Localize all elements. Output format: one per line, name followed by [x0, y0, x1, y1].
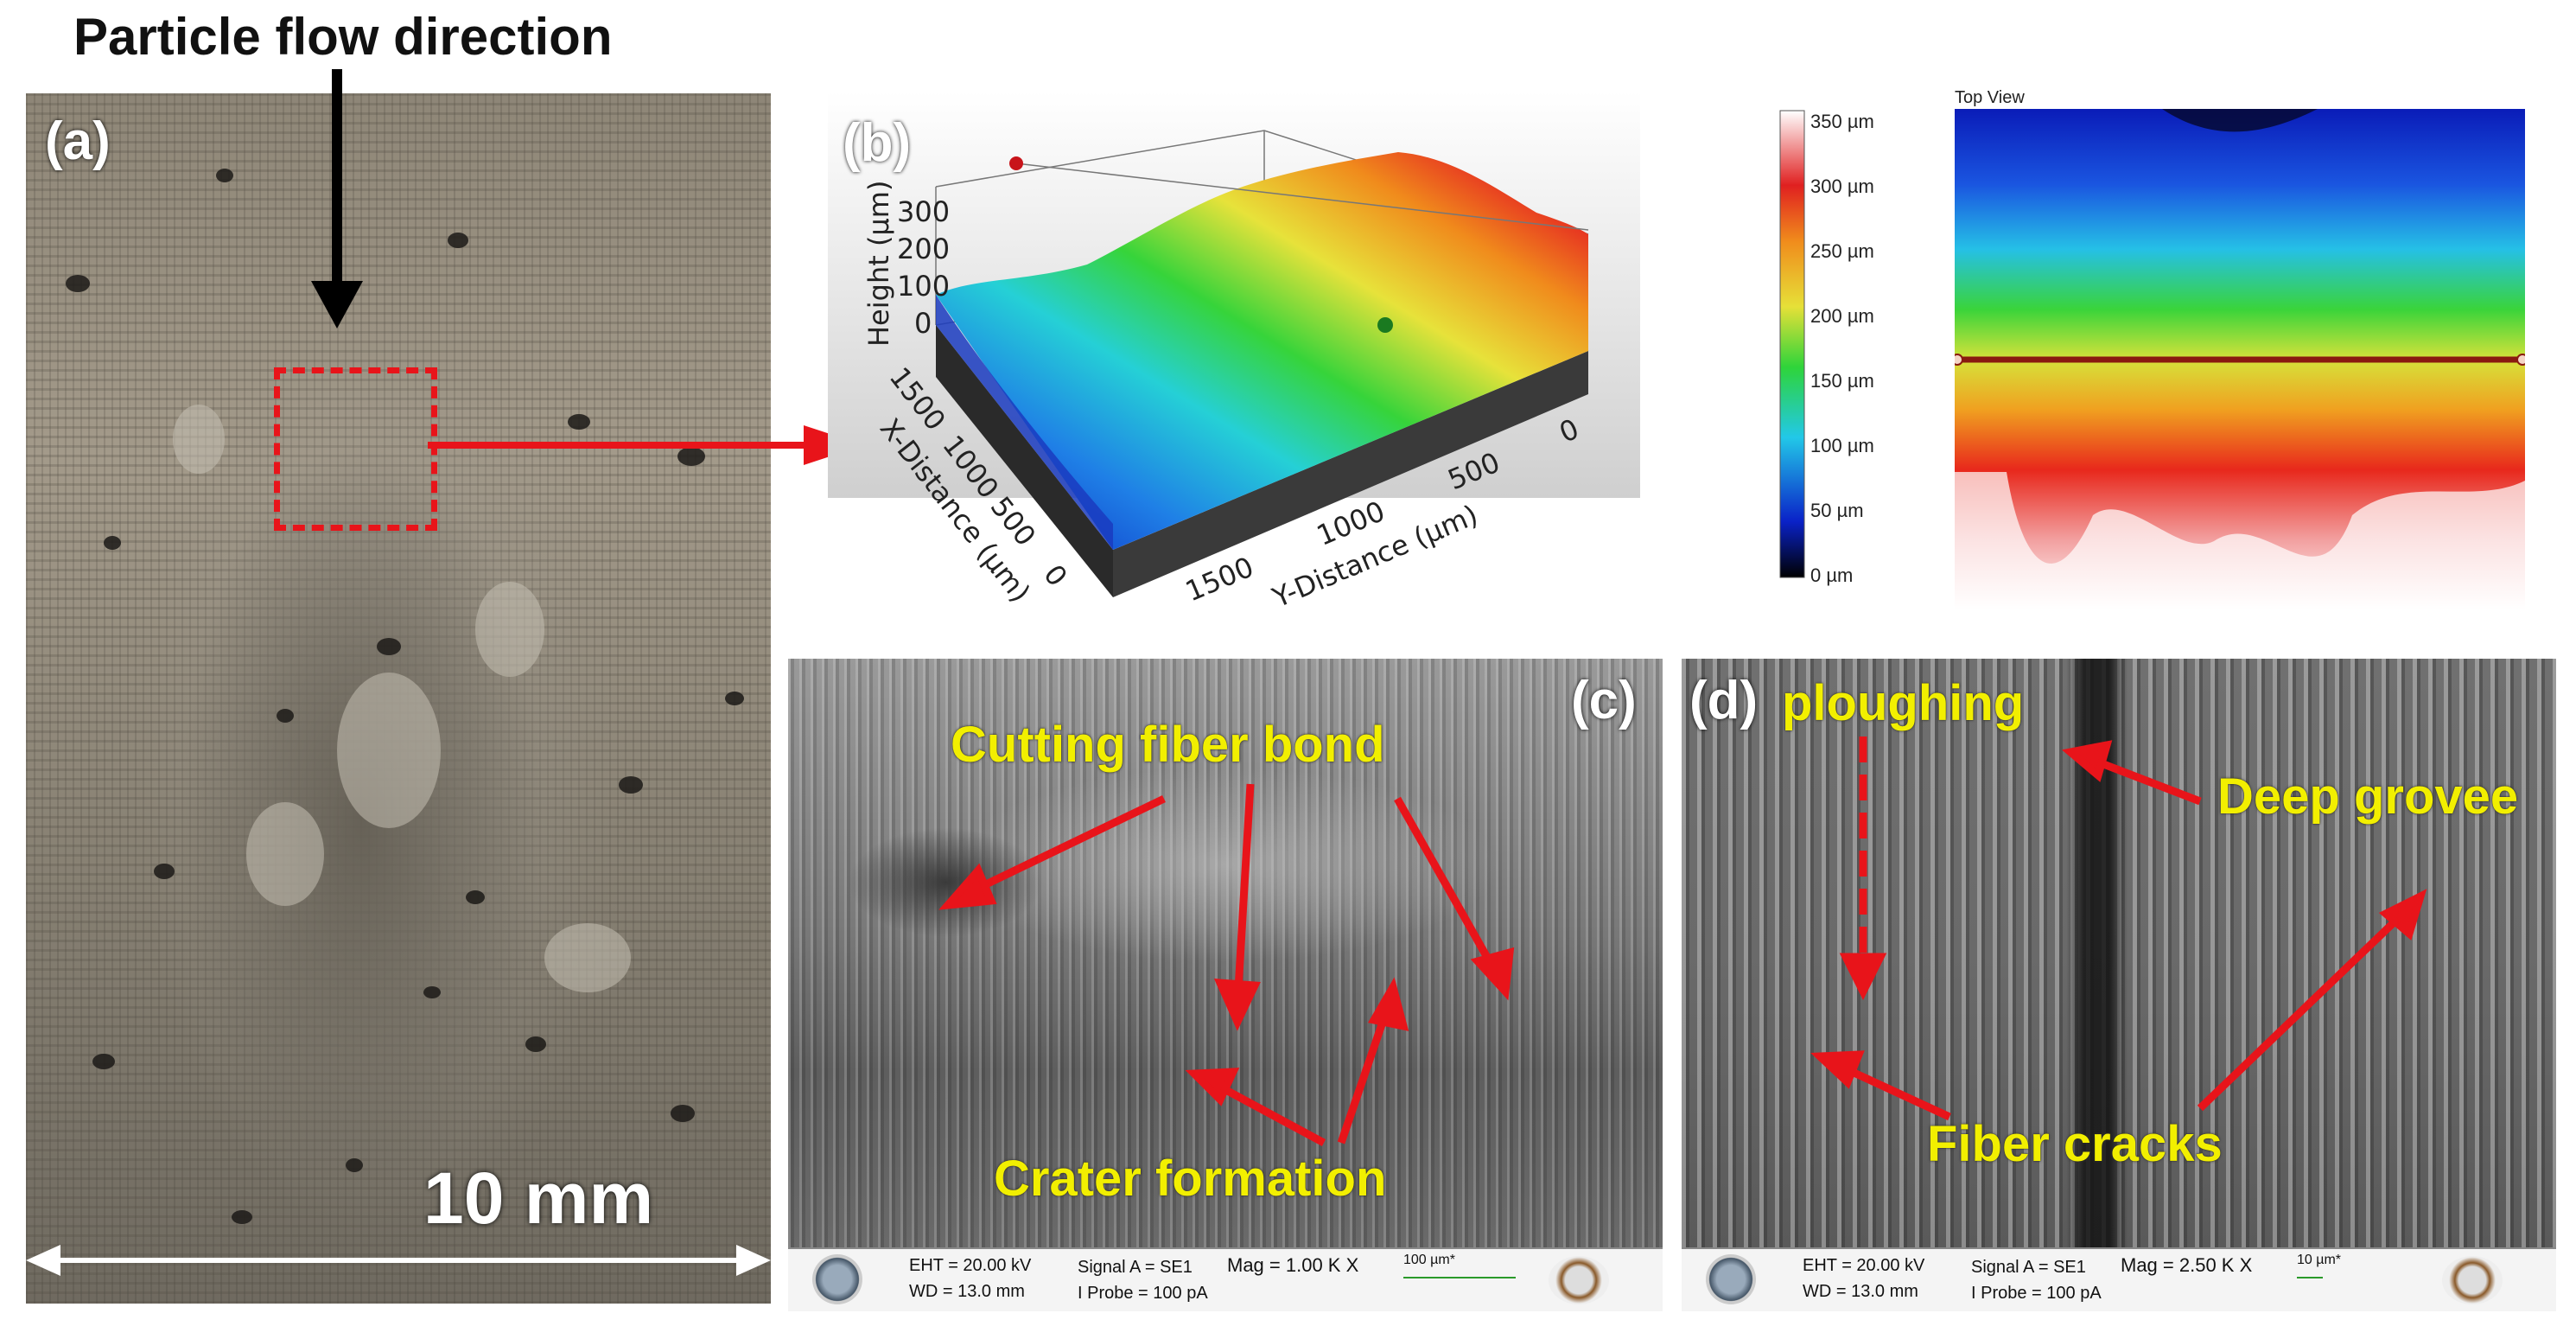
- particle-flow-title: Particle flow direction: [73, 8, 613, 66]
- colorbar-tick: 200 µm: [1810, 305, 1874, 327]
- sem-scale-label: 100 µm*: [1403, 1253, 1455, 1267]
- panel-b-3d-profile: Height (µm) 300 200 100 0 1500 1000 500 …: [828, 92, 1640, 610]
- panel-a-photo: [26, 93, 771, 1304]
- sem-scale-bar: [1403, 1277, 1516, 1278]
- top-view-map: [1955, 109, 2525, 610]
- z-axis-label: Height (µm): [862, 181, 895, 347]
- height-colorbar: 350 µm 300 µm 250 µm 200 µm 150 µm 100 µ…: [1779, 110, 1874, 586]
- label-deep-groove: Deep grovee: [2217, 768, 2519, 825]
- panel-b-letter: (b): [843, 113, 912, 173]
- colorbar-tick: 250 µm: [1810, 240, 1874, 262]
- colorbar-tick: 350 µm: [1810, 111, 1874, 132]
- profile-end-marker: [1377, 317, 1393, 333]
- scale-label: 10 mm: [423, 1157, 654, 1239]
- z-tick: 100: [897, 270, 950, 303]
- profile-start-marker: [1009, 156, 1023, 170]
- z-tick: 200: [897, 233, 950, 265]
- z-axis-ticks: 300 200 100 0: [897, 195, 950, 340]
- x-tick: 0: [1037, 558, 1073, 592]
- panel-c-arrows: [938, 783, 1515, 1146]
- sem-signal: Signal A = SE1: [1078, 1258, 1193, 1277]
- panel-a-texture: [66, 169, 744, 1224]
- flow-direction-arrow: [311, 69, 363, 328]
- top-view-title: Top View: [1955, 88, 2025, 107]
- sem-eht: EHT = 20.00 kV: [1803, 1256, 1925, 1275]
- sem-probe: I Probe = 100 pA: [1078, 1284, 1208, 1303]
- sem-mag: Mag = 2.50 K X: [2121, 1254, 2253, 1276]
- z-tick: 0: [914, 307, 932, 340]
- panel-c-letter: (c): [1571, 671, 1637, 730]
- z-tick: 300: [897, 195, 950, 228]
- lab-logo: [1549, 1256, 1609, 1304]
- label-fiber-cracks: Fiber cracks: [1927, 1116, 2223, 1172]
- sem-scale-bar: [2297, 1277, 2323, 1278]
- roi-to-profile-arrow: [428, 425, 864, 465]
- sem-wd: WD = 13.0 mm: [909, 1282, 1025, 1301]
- panel-d-info-bar: EHT = 20.00 kV WD = 13.0 mm Signal A = S…: [1682, 1247, 2556, 1311]
- institution-logo: [1706, 1254, 1756, 1304]
- sem-signal: Signal A = SE1: [1971, 1258, 2086, 1277]
- colorbar-tick: 100 µm: [1810, 435, 1874, 456]
- panel-d-letter: (d): [1689, 671, 1759, 730]
- institution-logo: [812, 1254, 862, 1304]
- sem-wd: WD = 13.0 mm: [1803, 1282, 1918, 1301]
- colorbar-tick: 50 µm: [1810, 500, 1864, 521]
- height-surface: [936, 152, 1588, 550]
- label-cutting-fiber-bond: Cutting fiber bond: [951, 717, 1385, 773]
- colorbar-ticks: 350 µm 300 µm 250 µm 200 µm 150 µm 100 µ…: [1810, 111, 1874, 586]
- region-of-interest-box: [274, 367, 437, 531]
- panel-c-info-bar: EHT = 20.00 kV WD = 13.0 mm Signal A = S…: [788, 1247, 1663, 1311]
- panel-c-sem-image: [788, 659, 1663, 1247]
- panel-a-letter: (a): [45, 112, 111, 171]
- label-ploughing: ploughing: [1782, 675, 2025, 731]
- panel-d-arrows: [1810, 736, 2427, 1121]
- sem-eht: EHT = 20.00 kV: [909, 1256, 1032, 1275]
- sem-mag: Mag = 1.00 K X: [1227, 1254, 1359, 1276]
- colorbar-tick: 150 µm: [1810, 370, 1874, 392]
- panel-d-sem-image: [1682, 659, 2556, 1247]
- sem-scale-label: 10 µm*: [2297, 1253, 2342, 1267]
- sem-probe: I Probe = 100 pA: [1971, 1284, 2102, 1303]
- colorbar-tick: 300 µm: [1810, 175, 1874, 197]
- colorbar-tick: 0 µm: [1810, 564, 1853, 586]
- scale-arrow: [26, 1245, 771, 1276]
- lab-logo: [2442, 1256, 2503, 1304]
- label-crater-formation: Crater formation: [994, 1151, 1387, 1207]
